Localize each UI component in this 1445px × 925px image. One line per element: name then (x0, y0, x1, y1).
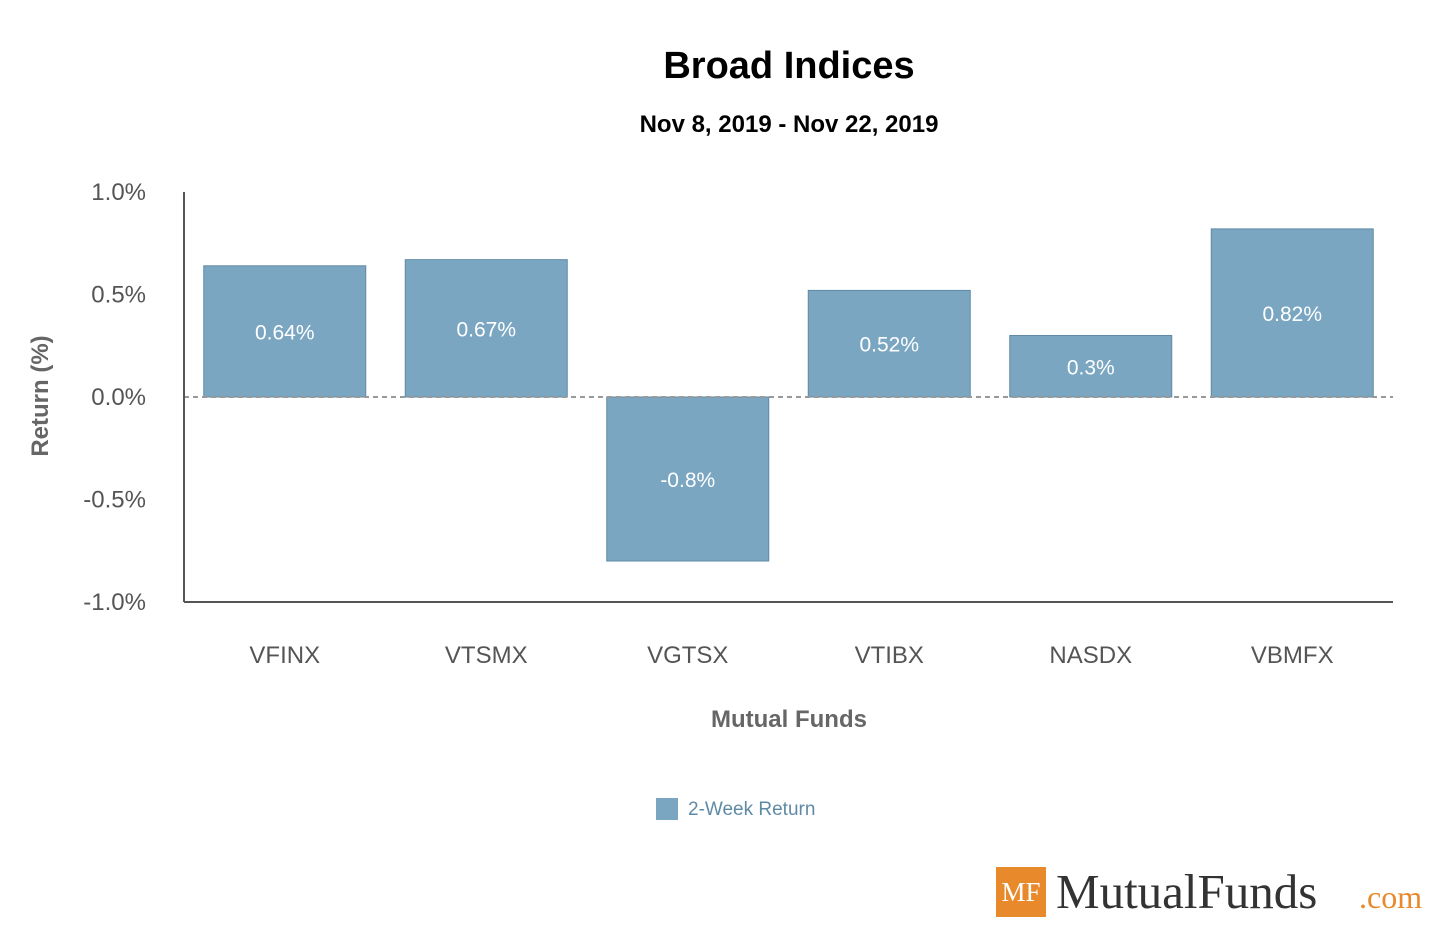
data-label-vfinx: 0.64% (255, 321, 315, 344)
bar-vgtsx (606, 396, 770, 562)
y-tick-label: -0.5% (83, 487, 146, 514)
x-tick-label-vtibx: VTIBX (855, 642, 924, 669)
y-tick-label: -1.0% (83, 589, 146, 616)
bar-vtsmx (404, 259, 568, 398)
logo-name: MutualFunds (1056, 864, 1317, 919)
bar-nasdx (1009, 335, 1173, 398)
logo-suffix: .com (1359, 879, 1422, 915)
bar-vbmfx (1210, 228, 1374, 398)
x-tick-label-vbmfx: VBMFX (1251, 642, 1334, 669)
legend: 2-Week Return (656, 798, 815, 820)
chart-title: Broad Indices (663, 45, 914, 87)
data-label-vgtsx: -0.8% (660, 469, 715, 492)
x-axis-categories: VFINX VTSMX VGTSX VTIBX NASDX VBMFX (249, 642, 1333, 669)
data-label-nasdx: 0.3% (1067, 356, 1115, 379)
y-tick-label: 1.0% (91, 179, 146, 206)
legend-swatch (656, 798, 678, 820)
chart-subtitle: Nov 8, 2019 - Nov 22, 2019 (640, 111, 939, 138)
x-tick-label-vfinx: VFINX (249, 642, 320, 669)
data-label-vbmfx: 0.82% (1262, 303, 1322, 326)
data-label-vtsmx: 0.67% (456, 318, 516, 341)
bar-labels: 0.64% 0.67% -0.8% 0.52% 0.3% 0.82% (255, 303, 1322, 492)
y-tick-label: 0.5% (91, 282, 146, 309)
x-tick-label-vgtsx: VGTSX (647, 642, 728, 669)
x-tick-label-nasdx: NASDX (1049, 642, 1132, 669)
logo-badge-text: MF (1001, 877, 1040, 907)
bar-vfinx (203, 265, 367, 398)
data-label-vtibx: 0.52% (859, 334, 919, 357)
y-tick-label: 0.0% (91, 384, 146, 411)
bars (203, 228, 1374, 562)
x-axis-title: Mutual Funds (711, 706, 867, 733)
y-axis-title: Return (%) (27, 335, 54, 456)
y-axis-ticks: 1.0% 0.5% 0.0% -0.5% -1.0% (83, 179, 146, 616)
legend-label: 2-Week Return (688, 799, 815, 820)
bar-vtibx (807, 289, 971, 398)
x-tick-label-vtsmx: VTSMX (445, 642, 528, 669)
mutualfunds-logo: MF MutualFunds .com (996, 864, 1422, 919)
logo-badge (996, 867, 1046, 917)
